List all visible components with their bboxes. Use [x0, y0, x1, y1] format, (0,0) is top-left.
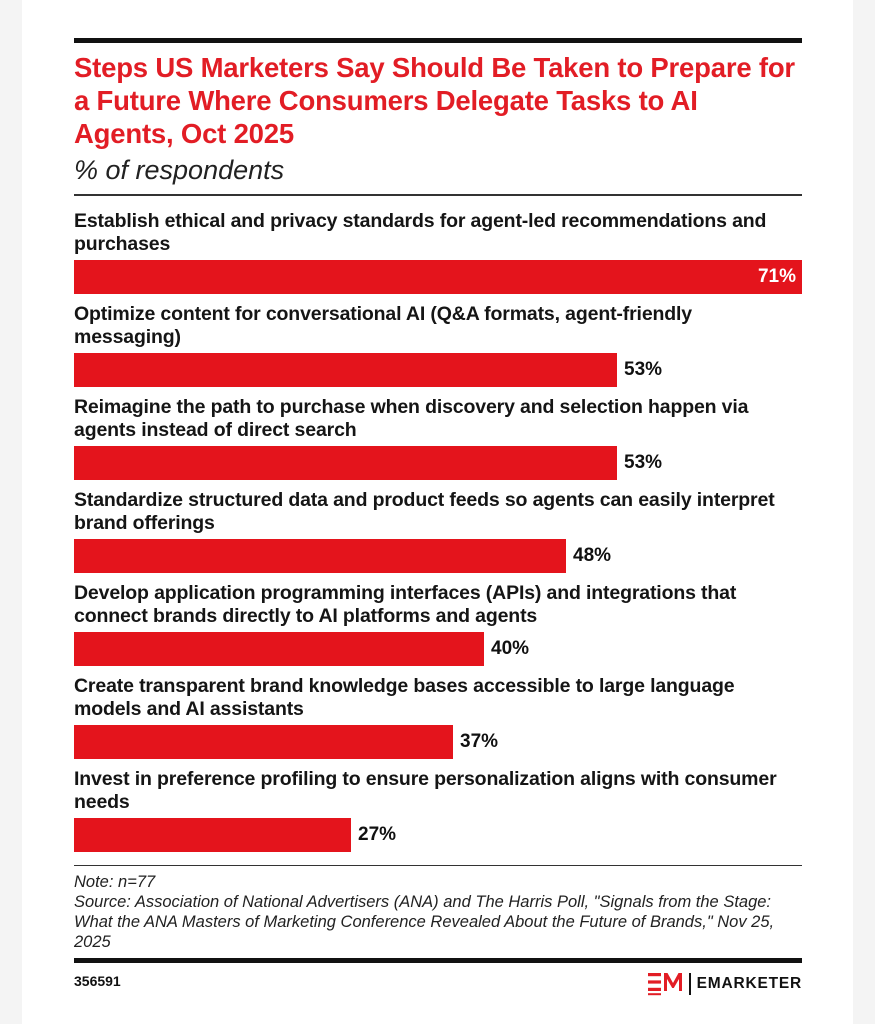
value-label: 48% — [573, 544, 612, 566]
bar — [74, 817, 351, 852]
chart-id: 356591 — [74, 973, 121, 989]
value-label: 53% — [624, 358, 663, 380]
chart-footer: 356591 EMARKETER — [74, 963, 802, 997]
category-label: Standardize structured data and product … — [74, 488, 775, 534]
bar-row: 37% — [74, 724, 802, 759]
brand-divider — [689, 973, 691, 995]
bar — [74, 538, 566, 573]
brand-block[interactable]: EMARKETER — [648, 971, 802, 997]
bar-row: 48% — [74, 538, 802, 573]
category-label: Invest in preference profiling to ensure… — [74, 767, 777, 813]
value-label: 53% — [624, 451, 663, 473]
bar — [74, 352, 617, 387]
brand-name: EMARKETER — [696, 975, 802, 992]
bar-item: Optimize content for conversational AI (… — [74, 303, 802, 396]
bar-item: Develop application programming interfac… — [74, 582, 802, 675]
bar-item: Reimagine the path to purchase when disc… — [74, 396, 802, 489]
bar-row: 27% — [74, 817, 802, 852]
category-label: Establish ethical and privacy standards … — [74, 209, 767, 255]
top-rule — [74, 38, 802, 43]
bar-row: 40% — [74, 631, 802, 666]
value-label: 27% — [358, 823, 397, 845]
value-label: 40% — [491, 637, 530, 659]
chart-notes: Note: n=77 Source: Association of Nation… — [74, 872, 802, 952]
bar — [74, 724, 453, 759]
bar-item: Standardize structured data and product … — [74, 489, 802, 582]
bar — [74, 445, 617, 480]
chart-note: Note: n=77 — [74, 873, 156, 891]
bar-row: 71% — [74, 259, 802, 294]
category-label: Optimize content for conversational AI (… — [74, 302, 692, 348]
bar-item: Invest in preference profiling to ensure… — [74, 768, 802, 861]
bar-row: 53% — [74, 352, 802, 387]
value-label: 71% — [757, 265, 796, 287]
value-label: 37% — [460, 730, 499, 752]
category-label: Develop application programming interfac… — [74, 581, 737, 627]
chart-source: Source: Association of National Advertis… — [74, 893, 775, 951]
bar — [74, 631, 484, 666]
bar-item: Establish ethical and privacy standards … — [74, 210, 802, 303]
subtitle-rule — [74, 194, 802, 196]
chart-card: Steps US Marketers Say Should Be Taken t… — [22, 0, 853, 1024]
notes-rule — [74, 864, 802, 866]
category-label: Reimagine the path to purchase when disc… — [74, 395, 749, 441]
footer-rule — [74, 958, 802, 963]
category-label: Create transparent brand knowledge bases… — [74, 674, 735, 720]
emarketer-logo-icon — [648, 973, 683, 996]
bar-item: Create transparent brand knowledge bases… — [74, 675, 802, 768]
chart-title: Steps US Marketers Say Should Be Taken t… — [74, 52, 795, 149]
bar-chart: Establish ethical and privacy standards … — [74, 210, 802, 861]
chart-content: Steps US Marketers Say Should Be Taken t… — [74, 38, 802, 997]
chart-subtitle: % of respondents — [74, 155, 285, 185]
bar — [74, 259, 802, 294]
bar-row: 53% — [74, 445, 802, 480]
